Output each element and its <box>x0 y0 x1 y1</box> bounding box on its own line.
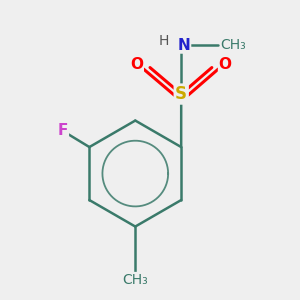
Text: O: O <box>130 57 143 72</box>
Text: O: O <box>219 57 232 72</box>
Text: S: S <box>175 85 187 103</box>
Text: H: H <box>159 34 169 48</box>
Text: N: N <box>178 38 190 53</box>
Text: CH₃: CH₃ <box>221 38 246 52</box>
Text: CH₃: CH₃ <box>122 273 148 286</box>
Text: F: F <box>58 123 68 138</box>
